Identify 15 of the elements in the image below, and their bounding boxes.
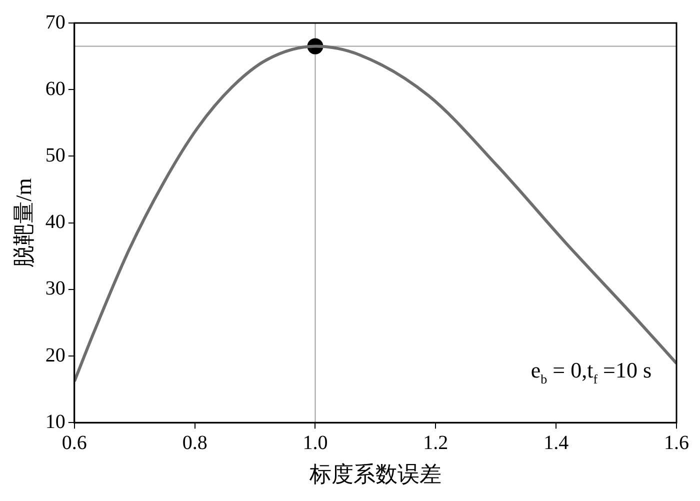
y-tick-label: 30: [45, 278, 66, 300]
x-tick-label: 1.4: [544, 432, 569, 454]
y-tick-label: 40: [45, 211, 66, 234]
y-axis-title: 脱靶量/m: [10, 178, 36, 268]
x-tick-label: 1.6: [664, 432, 689, 454]
y-tick-label: 60: [45, 78, 66, 100]
y-tick-label: 50: [45, 144, 66, 166]
y-tick-label: 70: [45, 11, 66, 34]
x-tick-label: 1.2: [423, 432, 448, 454]
x-tick-label: 0.8: [182, 432, 208, 454]
x-tick-label: 0.6: [62, 432, 87, 454]
y-tick-label: 10: [45, 410, 66, 433]
x-tick-label: 1.0: [302, 432, 328, 454]
y-tick-label: 20: [45, 344, 66, 366]
x-axis-title: 标度系数误差: [308, 462, 442, 487]
